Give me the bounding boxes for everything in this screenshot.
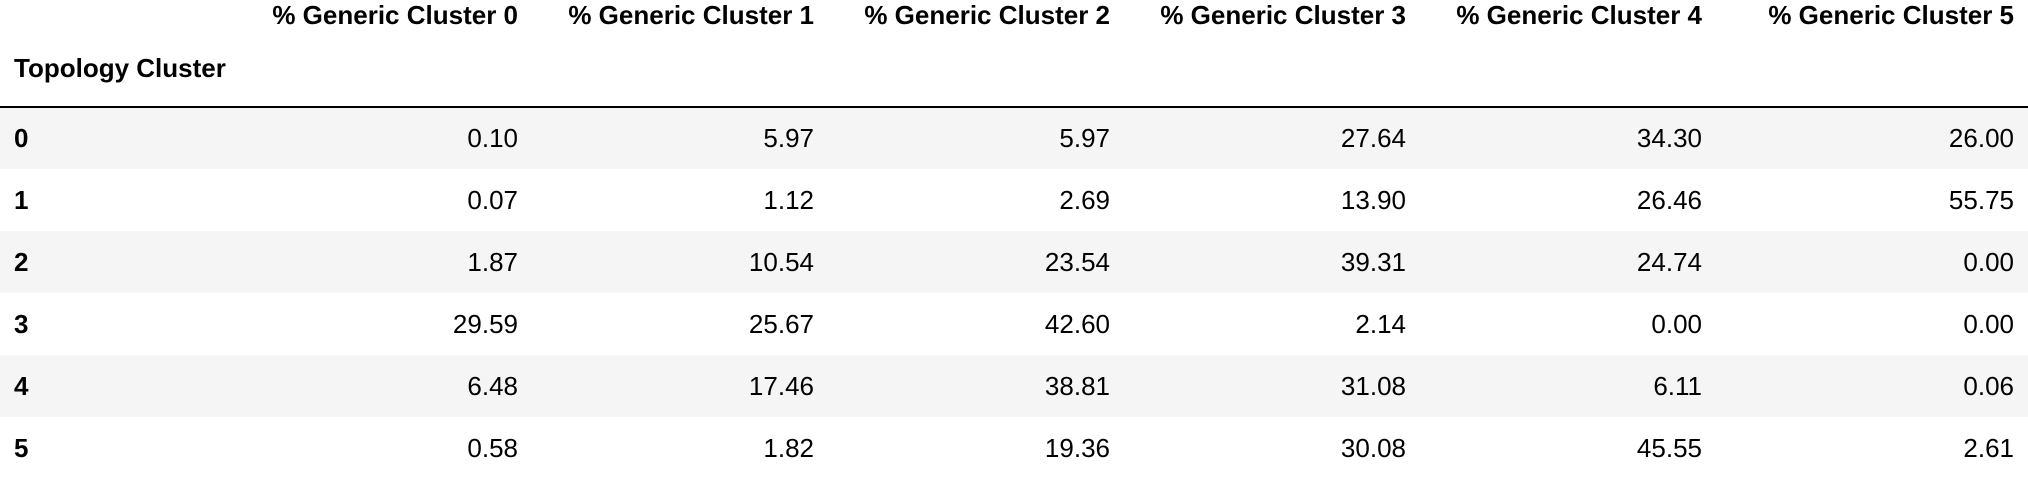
table-cell: 25.67 [748, 308, 814, 339]
table-cell: 23.54 [1044, 246, 1110, 277]
table-body: 0 0.10 5.97 5.97 27.64 34.30 26.00 1 0.0… [0, 107, 2028, 479]
column-header: % Generic Cluster 1 [568, 0, 814, 30]
table-cell: 34.30 [1636, 123, 1702, 153]
table-header: % Generic Cluster 0 % Generic Cluster 1 … [0, 0, 2028, 108]
corner-cell [0, 0, 240, 30]
table-cell: 1.87 [467, 246, 518, 277]
column-header-row: % Generic Cluster 0 % Generic Cluster 1 … [0, 0, 2028, 30]
table-row: 3 29.59 25.67 42.60 2.14 0.00 0.00 [0, 293, 2028, 355]
column-header: % Generic Cluster 0 [272, 0, 518, 30]
row-index: 3 [14, 308, 29, 339]
table-cell: 17.46 [748, 370, 814, 401]
empty-header-cell [1720, 30, 2028, 108]
table-cell: 0.00 [1651, 308, 1702, 339]
table-cell: 27.64 [1340, 123, 1406, 153]
table-cell: 26.00 [1948, 123, 2014, 153]
table-cell: 45.55 [1636, 432, 1702, 463]
table-cell: 1.82 [763, 432, 814, 463]
row-index: 2 [14, 246, 29, 277]
index-name-header: Topology Cluster [0, 30, 240, 108]
table-cell: 1.12 [763, 184, 814, 215]
empty-header-cell [1424, 30, 1720, 108]
table-cell: 2.69 [1059, 184, 1110, 215]
table-cell: 5.97 [1059, 123, 1110, 153]
table-cell: 29.59 [452, 308, 518, 339]
table-row: 2 1.87 10.54 23.54 39.31 24.74 0.00 [0, 231, 2028, 293]
column-header: % Generic Cluster 2 [864, 0, 1110, 30]
table-cell: 0.58 [467, 432, 518, 463]
table-cell: 0.00 [1963, 246, 2014, 277]
empty-header-cell [240, 30, 536, 108]
column-header: % Generic Cluster 4 [1456, 0, 1702, 30]
table-cell: 0.06 [1963, 370, 2014, 401]
row-index: 5 [14, 432, 29, 463]
dataframe-output: % Generic Cluster 0 % Generic Cluster 1 … [0, 0, 2028, 463]
column-header: % Generic Cluster 5 [1768, 0, 2014, 30]
table-cell: 26.46 [1636, 184, 1702, 215]
table-cell: 10.54 [748, 246, 814, 277]
table-row: 0 0.10 5.97 5.97 27.64 34.30 26.00 [0, 107, 2028, 169]
table-cell: 38.81 [1044, 370, 1110, 401]
table-row: 5 0.58 1.82 19.36 30.08 45.55 2.61 [0, 417, 2028, 479]
table-cell: 2.61 [1963, 432, 2014, 463]
column-header: % Generic Cluster 3 [1160, 0, 1406, 30]
empty-header-cell [1128, 30, 1424, 108]
table-cell: 13.90 [1340, 184, 1406, 215]
table-cell: 42.60 [1044, 308, 1110, 339]
table-cell: 19.36 [1044, 432, 1110, 463]
table-cell: 24.74 [1636, 246, 1702, 277]
table-cell: 2.14 [1355, 308, 1406, 339]
table-row: 1 0.07 1.12 2.69 13.90 26.46 55.75 [0, 169, 2028, 231]
table-row: 4 6.48 17.46 38.81 31.08 6.11 0.06 [0, 355, 2028, 417]
table-cell: 39.31 [1340, 246, 1406, 277]
table-cell: 30.08 [1340, 432, 1406, 463]
empty-header-cell [536, 30, 832, 108]
table-cell: 55.75 [1948, 184, 2014, 215]
table-cell: 0.10 [467, 123, 518, 153]
empty-header-cell [832, 30, 1128, 108]
table-cell: 0.07 [467, 184, 518, 215]
row-index: 1 [14, 184, 29, 215]
table-cell: 6.11 [1653, 370, 1702, 401]
table-cell: 0.00 [1963, 308, 2014, 339]
table-cell: 31.08 [1340, 370, 1406, 401]
index-name-row: Topology Cluster [0, 30, 2028, 108]
table-cell: 5.97 [763, 123, 814, 153]
table-cell: 6.48 [467, 370, 518, 401]
row-index: 0 [14, 123, 29, 153]
row-index: 4 [14, 370, 29, 401]
